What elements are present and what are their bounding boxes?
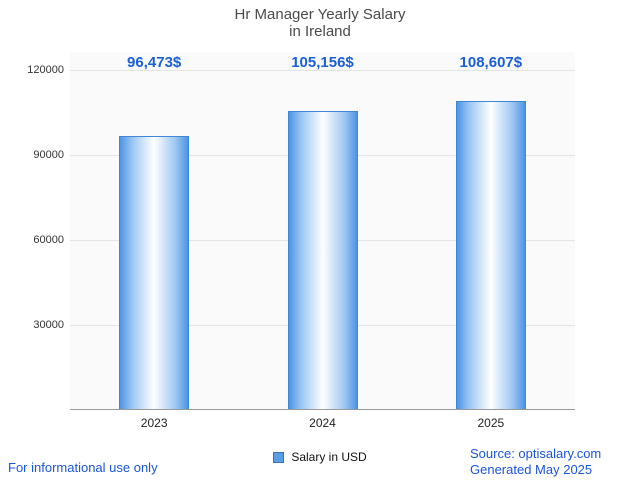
value-label-2024: 105,156$	[291, 54, 354, 71]
bar-2025	[455, 101, 526, 409]
legend: Salary in USD	[0, 450, 640, 464]
y-tick-label-90000: 90000	[33, 149, 64, 161]
x-tick-label-2025: 2025	[477, 416, 505, 430]
legend-swatch-icon	[273, 451, 285, 463]
x-tick-label-2024: 2024	[309, 416, 336, 430]
gridline-120000	[70, 70, 575, 71]
chart-title-line2: in Ireland	[289, 23, 351, 40]
chart-title-line1: Hr Manager Yearly Salary	[234, 6, 406, 23]
y-tick-label-30000: 30000	[33, 319, 64, 331]
bar-2023	[119, 135, 190, 409]
y-tick-label-60000: 60000	[33, 234, 64, 246]
generated-text: Generated May 2025	[470, 462, 593, 477]
value-label-2023: 96,473$	[127, 54, 182, 71]
source-block: Source: optisalary.com Generated May 202…	[470, 446, 601, 478]
bar-2024	[287, 111, 358, 409]
value-label-2025: 108,607$	[459, 54, 523, 71]
disclaimer-text: For informational use only	[8, 460, 158, 475]
legend-label: Salary in USD	[291, 450, 367, 464]
y-tick-label-120000: 120000	[27, 64, 64, 76]
chart-title: Hr Manager Yearly Salary in Ireland	[0, 6, 640, 40]
plot-area: 30000 60000 90000 120000 96,473$ 2023 105,156$…	[27, 54, 575, 430]
x-axis-line	[70, 409, 575, 410]
source-text: Source: optisalary.com	[470, 446, 602, 461]
x-tick-label-2023: 2023	[140, 416, 168, 430]
